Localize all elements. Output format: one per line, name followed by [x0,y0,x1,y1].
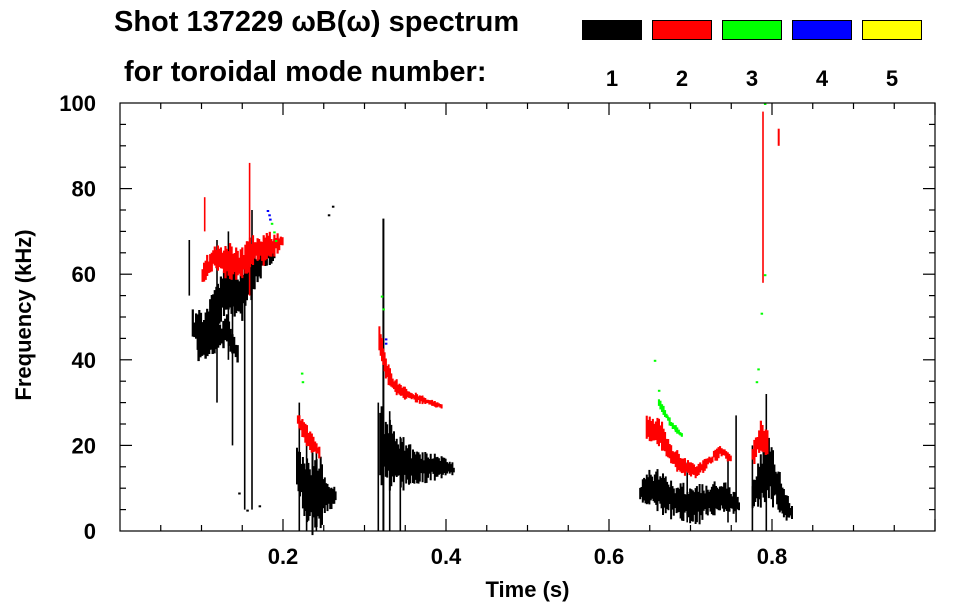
n1-spike-17 [765,394,768,531]
legend-label-n1: 1 [605,66,619,91]
n1-spike-18 [751,445,754,531]
n2-spike-4 [777,128,780,146]
legend-swatch-n2 [652,20,712,40]
n1-chirp-0.32s [379,406,455,491]
n1-spike-15 [727,454,729,523]
n4-fragments [266,210,388,345]
n2-sweep-0.32s [378,326,443,409]
y-tick-label-60: 60 [72,262,96,287]
n1-spike-14 [686,462,688,523]
n1-spike-13 [399,436,402,531]
y-tick-label-80: 80 [72,177,96,202]
n2-spike-2 [203,197,206,232]
n1-burst-0.65s [639,469,740,525]
x-tick-label-0.8: 0.8 [757,544,788,569]
n2-spike-3 [762,111,764,283]
n1-burst-0.8s [751,437,793,521]
n1-spike-12 [388,411,391,531]
n1-scatter [238,205,335,512]
n1-spike-10 [382,218,385,531]
y-tick-label-20: 20 [72,433,96,458]
legend-swatch-n1 [582,20,642,40]
n2-burst-60khz [201,231,284,282]
n1-spike-5 [227,231,230,360]
n1-spike-4 [216,240,218,403]
n3-sweep-0.65s [657,399,683,437]
y-axis-title: Frequency (kHz) [11,229,36,400]
x-axis-title: Time (s) [486,577,570,602]
y-tick-label-0: 0 [84,519,96,544]
n2-sweep-0.65s [645,415,732,479]
x-tick-label-0.4: 0.4 [431,544,462,569]
n1-spike-1 [231,274,234,446]
legend-swatch-n3 [722,20,782,40]
n2-burst-0.8s [751,420,769,464]
legend-label-n4: 4 [815,66,829,91]
legend-label-n5: 5 [885,66,899,91]
legend-label-n2: 2 [675,66,689,91]
y-tick-label-40: 40 [72,348,96,373]
chart-title-line2: for toroidal mode number: [124,56,487,88]
n1-spike-9 [315,445,318,531]
n1-burst-0.22s [296,447,337,536]
x-tick-label-0.6: 0.6 [594,544,625,569]
legend-swatch-n4 [792,20,852,40]
n1-spike-11 [377,402,380,531]
legend-swatch-n5 [862,20,922,40]
y-tick-label-100: 100 [59,91,96,116]
n1-spike-7 [298,402,301,531]
n2-spike-1 [248,162,251,296]
chart-title-line1: Shot 137229 ωB(ω) spectrum [114,6,520,38]
n1-spike-16 [735,415,737,523]
n2-burst-0.22s [296,415,321,459]
n1-spike-6 [188,240,191,296]
axes [119,102,936,532]
n1-spike-8 [305,428,308,531]
n1-spike-2 [243,261,246,510]
n3-fragments [270,103,767,435]
x-tick-label-0.2: 0.2 [268,544,299,569]
data-layer [188,103,793,536]
legend-label-n3: 3 [745,66,759,91]
n1-spike-3 [251,210,253,510]
